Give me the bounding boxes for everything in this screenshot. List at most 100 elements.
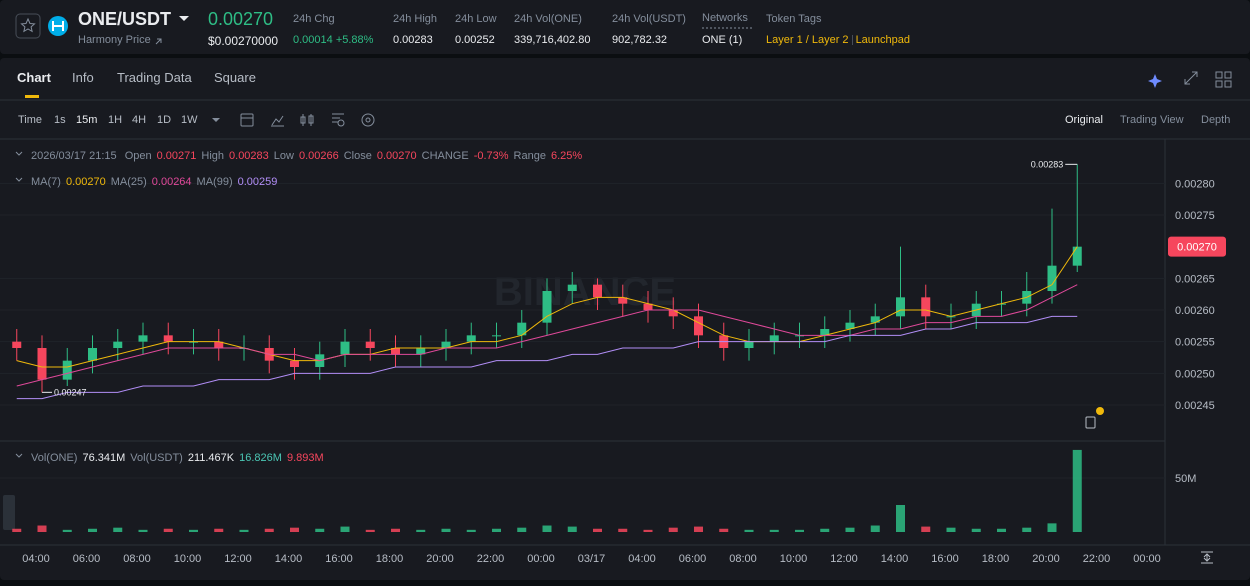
notice-icon[interactable] (1085, 416, 1096, 429)
volume-bar (189, 529, 198, 532)
volume-bar (795, 529, 804, 532)
volume-bar (769, 529, 779, 532)
scroll-handle[interactable] (3, 495, 15, 530)
interval[interactable]: 1H (108, 114, 123, 126)
volume-bar (618, 528, 628, 532)
tab[interactable]: Square (214, 70, 256, 85)
stat-label: 24h Vol(USDT) (612, 13, 686, 25)
token-tag[interactable]: Layer 1 / Layer 2 (766, 34, 849, 46)
stat-value: 0.00283 (393, 34, 433, 46)
candle-body (391, 348, 400, 355)
price-tag-label: 0.00270 (1177, 242, 1217, 254)
x-tick-label: 00:00 (527, 553, 555, 565)
candle-body (365, 341, 375, 348)
layout-icon[interactable] (1215, 71, 1232, 88)
volume-bar (492, 528, 501, 532)
view-option[interactable]: Depth (1201, 114, 1231, 126)
ma-line (16, 315, 1078, 400)
x-tick-label: 22:00 (477, 553, 505, 565)
legend-value: 6.25% (550, 150, 583, 162)
x-tick-label: 06:00 (679, 553, 707, 565)
legend-value: 0.00283 (229, 150, 269, 162)
stat-value: 339,716,402.80 (514, 34, 591, 46)
ai-icon[interactable] (1148, 74, 1162, 88)
x-tick-label: 08:00 (729, 553, 757, 565)
candle-body (744, 341, 754, 348)
volume-bar (466, 529, 476, 532)
volume-bar (12, 528, 22, 532)
volume-bar (315, 528, 325, 532)
token-tag[interactable]: Launchpad (855, 34, 911, 46)
interval[interactable]: 1s (54, 114, 66, 126)
volume-bar (517, 527, 527, 532)
volume-bar (921, 526, 931, 532)
candle-body (694, 316, 703, 336)
legend-label: Range (513, 150, 546, 162)
tab[interactable]: Chart (17, 70, 51, 85)
scale-icon[interactable] (1201, 551, 1213, 564)
x-tick-label: 14:00 (881, 553, 909, 565)
x-tick-label: 20:00 (1032, 553, 1060, 565)
volume-bar (264, 528, 274, 532)
fullscreen-icon[interactable] (1184, 71, 1198, 85)
volume-bar (239, 529, 249, 532)
ma-line (16, 246, 1078, 368)
interval[interactable]: 1W (181, 114, 198, 126)
volume-value: 211.467K (187, 452, 235, 464)
interval[interactable]: 1D (157, 114, 172, 126)
stat-label[interactable]: Networks (702, 12, 748, 24)
ma-value: 0.00259 (237, 176, 278, 188)
stat-label: 24h Vol(ONE) (514, 13, 582, 25)
candle-body (1047, 265, 1057, 291)
collapse-icons[interactable] (15, 151, 23, 458)
pair-name[interactable]: ONE/USDT (78, 9, 172, 29)
candle-body (113, 341, 123, 348)
candle-body (340, 341, 350, 355)
candle-body (37, 348, 47, 380)
favorite-button[interactable] (15, 13, 41, 39)
volume-tick-label: 50M (1175, 473, 1196, 485)
low-marker: 0.00247 (54, 387, 87, 397)
x-tick-label: 06:00 (73, 553, 101, 565)
pair-subtitle[interactable]: Harmony Price (78, 34, 151, 46)
x-tick-label: 00:00 (1133, 553, 1161, 565)
tab[interactable]: Info (72, 70, 94, 85)
tab-indicator (25, 95, 39, 98)
volume-bar (391, 528, 400, 532)
interval[interactable]: Time (18, 114, 43, 126)
stat-value: 0.00014 (293, 34, 333, 46)
tab[interactable]: Trading Data (117, 70, 192, 85)
volume-bar (214, 528, 224, 532)
legend-value: 0.00270 (376, 150, 417, 162)
volume-bar (88, 528, 97, 532)
stat-value: 0.00252 (455, 34, 495, 46)
ma-value: 0.00264 (151, 176, 192, 188)
volume-label: Vol(ONE) (31, 452, 78, 464)
volume-bar (643, 529, 653, 532)
volume-bar (567, 526, 577, 532)
interval[interactable]: 15m (76, 114, 98, 126)
toolbar-icons[interactable] (240, 113, 375, 127)
stat-value: 0.00014 +5.88% (293, 34, 373, 46)
y-tick-label: 0.00255 (1175, 337, 1215, 349)
view-option[interactable]: Original (1065, 114, 1103, 126)
volume-bar (365, 529, 375, 532)
x-tick-label: 18:00 (376, 553, 404, 565)
pair-caret[interactable] (179, 16, 189, 21)
x-tick-label: 10:00 (780, 553, 808, 565)
interval[interactable]: 4H (132, 114, 147, 126)
candle-body (668, 310, 678, 317)
candle-body (1072, 246, 1082, 266)
token-tags: Layer 1 / Layer 2 Launchpad (766, 34, 910, 46)
volume-bar (820, 528, 830, 532)
candle-body (62, 360, 72, 380)
volume-bar (163, 528, 173, 532)
star-icon (20, 17, 36, 33)
interval-caret[interactable] (212, 118, 220, 122)
y-tick-label: 0.00260 (1175, 305, 1215, 317)
candle-body (492, 335, 501, 337)
view-option[interactable]: Trading View (1120, 114, 1184, 126)
volume-bar (593, 528, 602, 532)
volume-bar (694, 526, 703, 532)
